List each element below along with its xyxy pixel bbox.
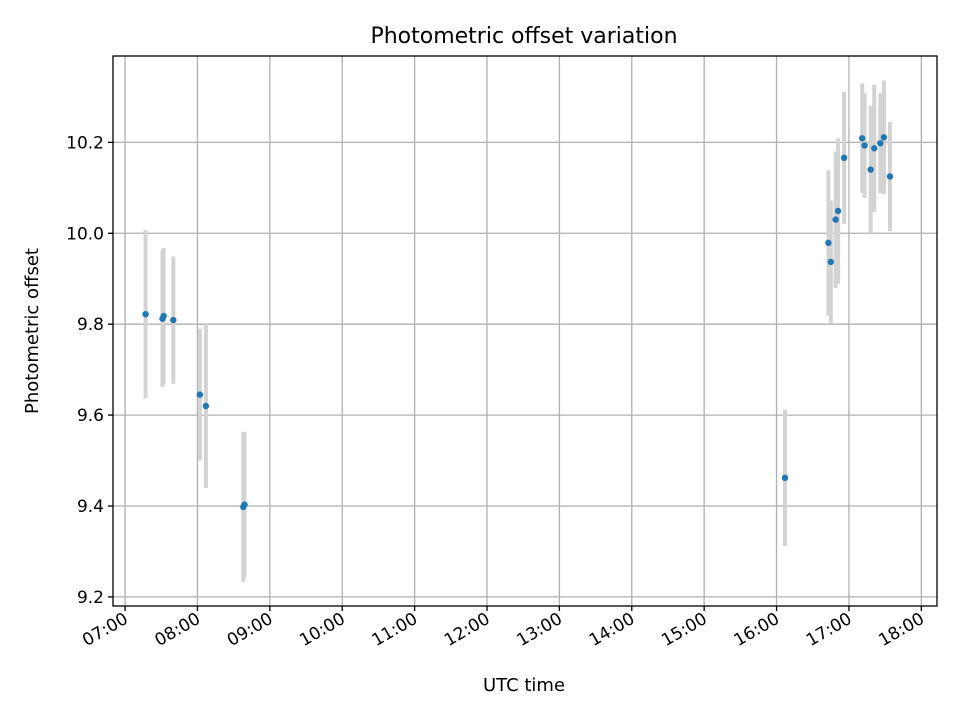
chart-title: Photometric offset variation <box>370 24 677 49</box>
y-axis-ticks: 9.2 9.4 9.6 9.8 10.0 10.2 <box>66 133 113 608</box>
x-axis-label: UTC time <box>483 675 565 696</box>
y-axis-label: Photometric offset <box>22 248 43 414</box>
plot-frame <box>112 55 938 607</box>
data-point <box>827 258 835 266</box>
data-point <box>241 501 248 508</box>
error-bars <box>143 80 892 582</box>
y-tick-label: 10.0 <box>66 224 104 244</box>
data-point <box>142 310 149 318</box>
y-tick-label: 10.2 <box>66 133 104 153</box>
x-tick-label: 14:00 <box>586 609 638 651</box>
x-tick-label: 09:00 <box>224 609 276 651</box>
x-tick-label: 13:00 <box>513 609 565 651</box>
data-point <box>160 312 167 320</box>
x-tick-label: 11:00 <box>369 609 421 651</box>
data-point <box>861 142 868 149</box>
x-tick-label: 12:00 <box>441 609 493 651</box>
data-point <box>880 134 888 141</box>
x-tick-label: 10:00 <box>296 609 348 651</box>
x-tick-label: 15:00 <box>658 609 710 651</box>
y-tick-label: 9.8 <box>77 315 104 335</box>
data-point <box>886 173 894 180</box>
data-point <box>832 216 839 223</box>
data-points <box>142 134 894 511</box>
data-point <box>825 239 832 247</box>
data-point <box>859 135 866 142</box>
data-point <box>202 402 210 410</box>
data-point <box>834 207 842 215</box>
data-point <box>170 316 177 324</box>
data-point <box>871 145 878 152</box>
data-point <box>867 166 874 173</box>
x-tick-label: 17:00 <box>803 609 855 651</box>
x-tick-label: 18:00 <box>875 609 927 651</box>
y-tick-label: 9.6 <box>77 406 104 426</box>
data-point <box>877 140 884 147</box>
grid-lines <box>113 56 937 606</box>
data-point <box>196 391 204 398</box>
y-tick-label: 9.2 <box>77 588 104 608</box>
x-axis-ticks: 07:00 08:00 09:00 10:00 11:00 12:00 13:00 14:00… <box>79 606 928 651</box>
data-point <box>781 474 789 482</box>
data-point <box>840 154 848 162</box>
y-tick-label: 9.4 <box>77 497 104 517</box>
x-tick-label: 16:00 <box>731 609 783 651</box>
x-tick-label: 07:00 <box>79 609 131 651</box>
x-tick-label: 08:00 <box>152 609 204 651</box>
